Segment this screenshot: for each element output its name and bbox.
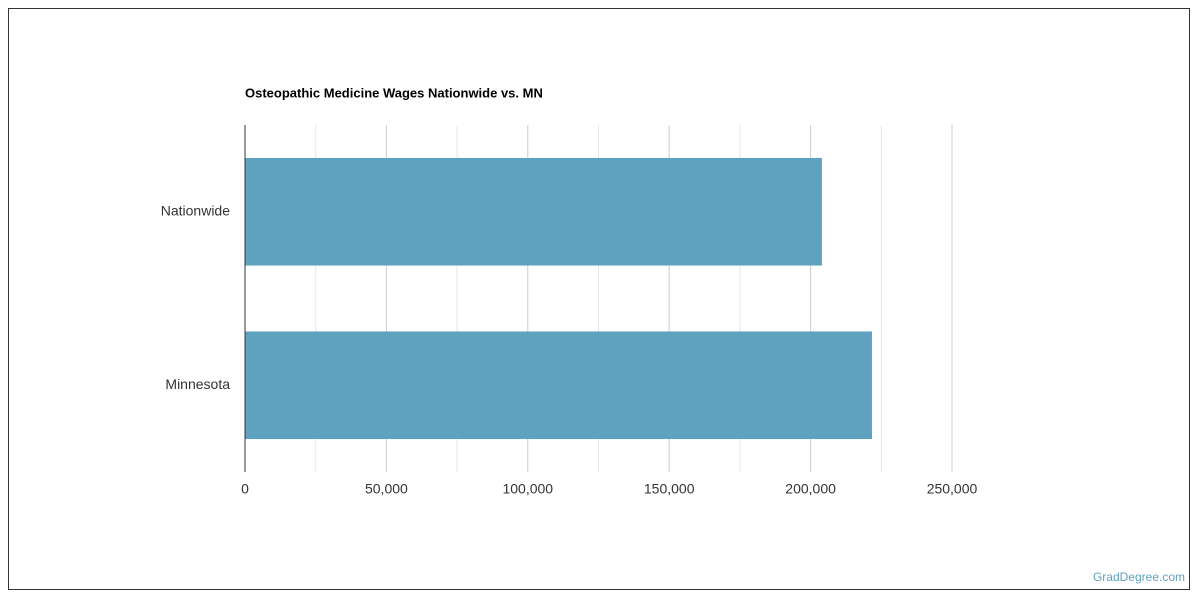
x-tick-label: 200,000 xyxy=(785,481,836,497)
y-tick-label: Nationwide xyxy=(161,202,230,218)
y-tick-label: Minnesota xyxy=(165,376,230,392)
x-tick-label: 50,000 xyxy=(365,481,408,497)
x-tick-label: 100,000 xyxy=(502,481,553,497)
source-link[interactable]: GradDegree.com xyxy=(1093,570,1185,584)
x-tick-label: 150,000 xyxy=(644,481,695,497)
x-tick-label: 250,000 xyxy=(927,481,978,497)
x-tick-label: 0 xyxy=(241,481,249,497)
chart-title: Osteopathic Medicine Wages Nationwide vs… xyxy=(245,85,543,100)
bar xyxy=(245,157,822,266)
bar xyxy=(245,331,872,440)
